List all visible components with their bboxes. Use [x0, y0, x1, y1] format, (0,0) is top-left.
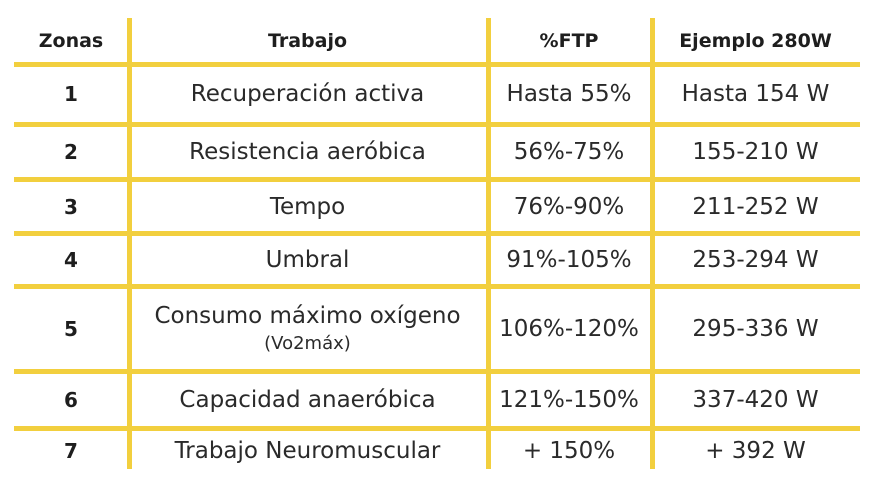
table-row: 2 Resistencia aeróbica 56%-75% 155-210 W: [14, 127, 860, 177]
header-row: Zonas Trabajo %FTP Ejemplo 280W: [14, 18, 860, 64]
header-ftp: %FTP: [539, 30, 599, 52]
zone-work: Consumo máximo oxígeno: [154, 303, 461, 330]
zone-number: 3: [64, 195, 78, 219]
zone-number: 2: [64, 140, 78, 164]
zone-work: Trabajo Neuromuscular: [174, 438, 441, 464]
zone-work: Tempo: [269, 194, 346, 220]
row-divider: [14, 177, 860, 182]
header-zonas: Zonas: [38, 30, 104, 52]
column-divider: [127, 18, 132, 469]
zone-work: Resistencia aeróbica: [189, 139, 426, 165]
zone-ftp: 106%-120%: [499, 316, 639, 342]
table-row: 7 Trabajo Neuromuscular + 150% + 392 W: [14, 431, 860, 471]
table-row: 6 Capacidad anaeróbica 121%-150% 337-420…: [14, 374, 860, 426]
zone-ftp: 121%-150%: [499, 387, 639, 413]
zone-work-cell: Consumo máximo oxígeno (Vo2máx): [128, 289, 487, 369]
zone-work: Recuperación activa: [190, 81, 425, 107]
row-divider: [14, 284, 860, 289]
zone-ftp: 76%-90%: [513, 194, 625, 220]
row-divider: [14, 369, 860, 374]
zone-work-subtitle: (Vo2máx): [264, 332, 351, 354]
row-divider: [14, 426, 860, 431]
zone-number: 1: [64, 82, 78, 106]
column-divider: [650, 18, 655, 469]
table-row: 5 Consumo máximo oxígeno (Vo2máx) 106%-1…: [14, 289, 860, 369]
zone-ftp: 91%-105%: [506, 247, 632, 273]
header-ejemplo: Ejemplo 280W: [679, 30, 832, 52]
header-trabajo: Trabajo: [267, 30, 348, 52]
table-row: 3 Tempo 76%-90% 211-252 W: [14, 182, 860, 232]
row-divider: [14, 62, 860, 67]
zone-example: 155-210 W: [692, 139, 819, 165]
zone-number: 7: [64, 439, 78, 463]
zone-example: Hasta 154 W: [681, 81, 830, 107]
zone-number: 4: [64, 248, 78, 272]
column-divider: [486, 18, 491, 469]
zone-ftp: + 150%: [522, 438, 616, 464]
table-row: 4 Umbral 91%-105% 253-294 W: [14, 236, 860, 284]
zone-number: 6: [64, 388, 78, 412]
zone-example: + 392 W: [705, 438, 806, 464]
zone-example: 295-336 W: [692, 316, 819, 342]
table-row: 1 Recuperación activa Hasta 55% Hasta 15…: [14, 67, 860, 121]
zone-work: Umbral: [265, 247, 350, 273]
row-divider: [14, 231, 860, 236]
zone-number: 5: [64, 317, 78, 341]
zone-ftp: Hasta 55%: [506, 81, 632, 107]
zone-example: 211-252 W: [692, 194, 819, 220]
row-divider: [14, 122, 860, 127]
zone-work: Capacidad anaeróbica: [179, 387, 436, 413]
zone-ftp: 56%-75%: [513, 139, 625, 165]
zone-example: 337-420 W: [692, 387, 819, 413]
zone-example: 253-294 W: [692, 247, 819, 273]
